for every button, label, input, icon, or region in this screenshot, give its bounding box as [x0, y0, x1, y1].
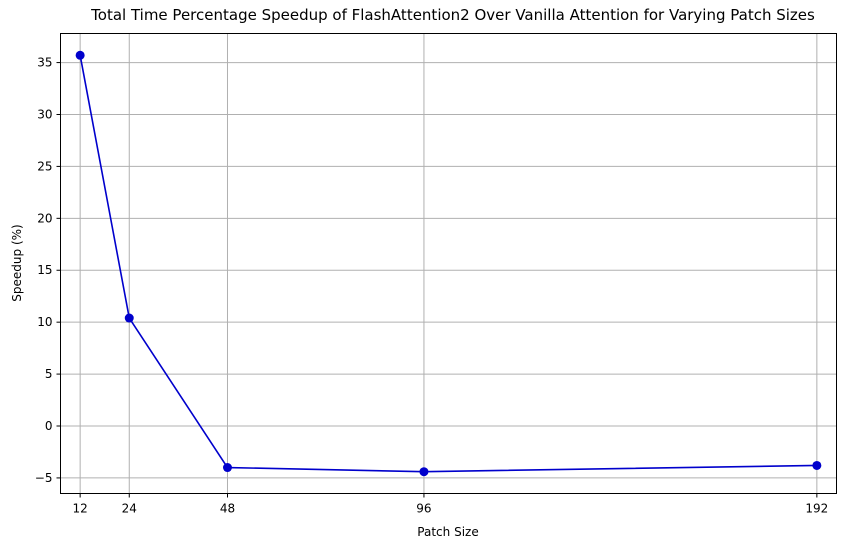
series-line [79, 55, 817, 473]
data-point [124, 313, 134, 323]
y-tick-label: 0 [45, 419, 53, 433]
tick-layer: 12 24 48 96 192 −5 0 5 10 15 20 25 30 35 [35, 56, 829, 516]
x-tick-label: 192 [805, 502, 828, 516]
chart-title: Total Time Percentage Speedup of FlashAt… [90, 6, 815, 24]
y-axis-label: Speedup (%) [10, 224, 24, 301]
x-tick-label: 24 [122, 502, 137, 516]
x-tick-label: 48 [220, 502, 235, 516]
data-point [419, 467, 429, 477]
y-tick-label: −5 [35, 471, 53, 485]
x-tick-label: 96 [416, 502, 431, 516]
y-tick-label: 10 [37, 315, 52, 329]
series-layer [75, 50, 822, 477]
data-point [75, 50, 85, 60]
y-tick-label: 5 [45, 367, 53, 381]
plot-frame [60, 33, 837, 494]
data-point [812, 460, 822, 470]
y-tick-label: 20 [37, 211, 52, 225]
grid-layer [60, 33, 837, 494]
x-tick-label: 12 [73, 502, 88, 516]
y-tick-label: 30 [37, 107, 52, 121]
data-point [222, 463, 232, 473]
y-tick-label: 15 [37, 263, 52, 277]
x-axis-label: Patch Size [417, 525, 478, 539]
y-tick-label: 25 [37, 159, 52, 173]
y-tick-label: 35 [37, 56, 52, 70]
